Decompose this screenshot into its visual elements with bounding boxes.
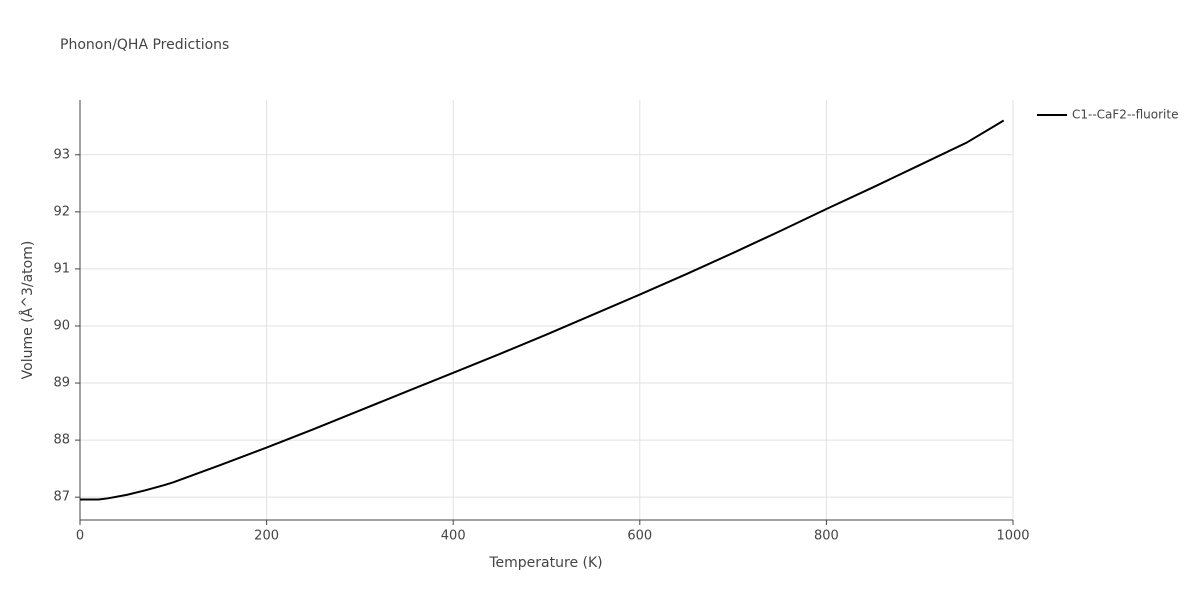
x-tick-label: 0 bbox=[76, 529, 84, 544]
y-tick-label: 93 bbox=[53, 147, 70, 162]
y-tick-label: 87 bbox=[53, 490, 70, 505]
y-tick-label: 90 bbox=[53, 318, 70, 333]
y-tick-label: 89 bbox=[53, 376, 70, 391]
x-tick-label: 600 bbox=[627, 529, 652, 544]
y-axis-title: Volume (Å^3/atom) bbox=[19, 241, 36, 380]
data-line bbox=[80, 119, 1005, 501]
chart-title: Phonon/QHA Predictions bbox=[60, 37, 229, 53]
x-axis-title: Temperature (K) bbox=[488, 555, 602, 571]
x-tick-label: 800 bbox=[814, 529, 839, 544]
y-tick-label: 91 bbox=[53, 261, 70, 276]
y-tick-label: 88 bbox=[53, 433, 70, 448]
x-tick-label: 1000 bbox=[996, 529, 1029, 544]
x-tick-label: 400 bbox=[441, 529, 466, 544]
x-tick-label: 200 bbox=[254, 529, 279, 544]
y-tick-label: 92 bbox=[53, 204, 70, 219]
legend-label: C1--CaF2--fluorite bbox=[1072, 108, 1178, 122]
